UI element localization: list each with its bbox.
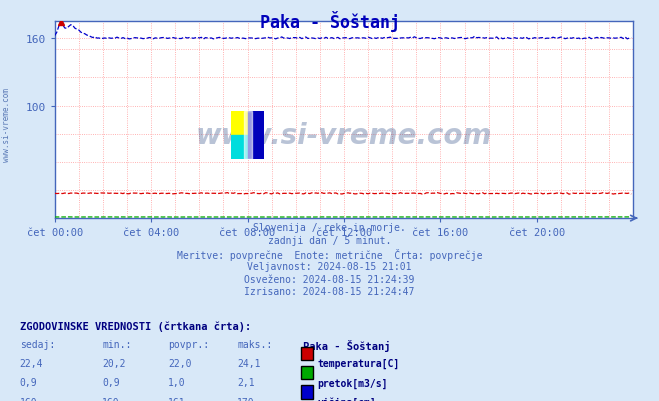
Text: 0,9: 0,9: [20, 377, 38, 387]
Text: temperatura[C]: temperatura[C]: [318, 358, 400, 368]
Text: 161: 161: [168, 397, 186, 401]
Text: Veljavnost: 2024-08-15 21:01: Veljavnost: 2024-08-15 21:01: [247, 261, 412, 271]
Text: pretok[m3/s]: pretok[m3/s]: [318, 377, 388, 387]
Text: 24,1: 24,1: [237, 358, 261, 368]
Text: 0,9: 0,9: [102, 377, 120, 387]
Text: 20,2: 20,2: [102, 358, 126, 368]
Text: zadnji dan / 5 minut.: zadnji dan / 5 minut.: [268, 235, 391, 245]
Bar: [231, 111, 248, 136]
Text: 2,1: 2,1: [237, 377, 255, 387]
Text: 160: 160: [20, 397, 38, 401]
Polygon shape: [244, 111, 252, 160]
Text: Izrisano: 2024-08-15 21:24:47: Izrisano: 2024-08-15 21:24:47: [244, 287, 415, 297]
Text: 1,0: 1,0: [168, 377, 186, 387]
Text: min.:: min.:: [102, 339, 132, 349]
Text: maks.:: maks.:: [237, 339, 272, 349]
Text: Paka - Šoštanj: Paka - Šoštanj: [260, 11, 399, 32]
Text: Slovenija / reke in morje.: Slovenija / reke in morje.: [253, 223, 406, 233]
Text: 170: 170: [237, 397, 255, 401]
Text: povpr.:: povpr.:: [168, 339, 209, 349]
Text: 160: 160: [102, 397, 120, 401]
Text: 22,0: 22,0: [168, 358, 192, 368]
Text: www.si-vreme.com: www.si-vreme.com: [2, 87, 11, 161]
Text: višina[cm]: višina[cm]: [318, 397, 376, 401]
Text: 22,4: 22,4: [20, 358, 43, 368]
Text: Meritve: povprečne  Enote: metrične  Črta: povprečje: Meritve: povprečne Enote: metrične Črta:…: [177, 248, 482, 260]
Text: Osveženo: 2024-08-15 21:24:39: Osveženo: 2024-08-15 21:24:39: [244, 274, 415, 284]
Bar: [231, 136, 248, 160]
Text: Paka - Šoštanj: Paka - Šoštanj: [303, 339, 391, 351]
Polygon shape: [248, 111, 264, 160]
Text: ZGODOVINSKE VREDNOSTI (črtkana črta):: ZGODOVINSKE VREDNOSTI (črtkana črta):: [20, 321, 251, 331]
Text: sedaj:: sedaj:: [20, 339, 55, 349]
Text: www.si-vreme.com: www.si-vreme.com: [196, 122, 492, 150]
